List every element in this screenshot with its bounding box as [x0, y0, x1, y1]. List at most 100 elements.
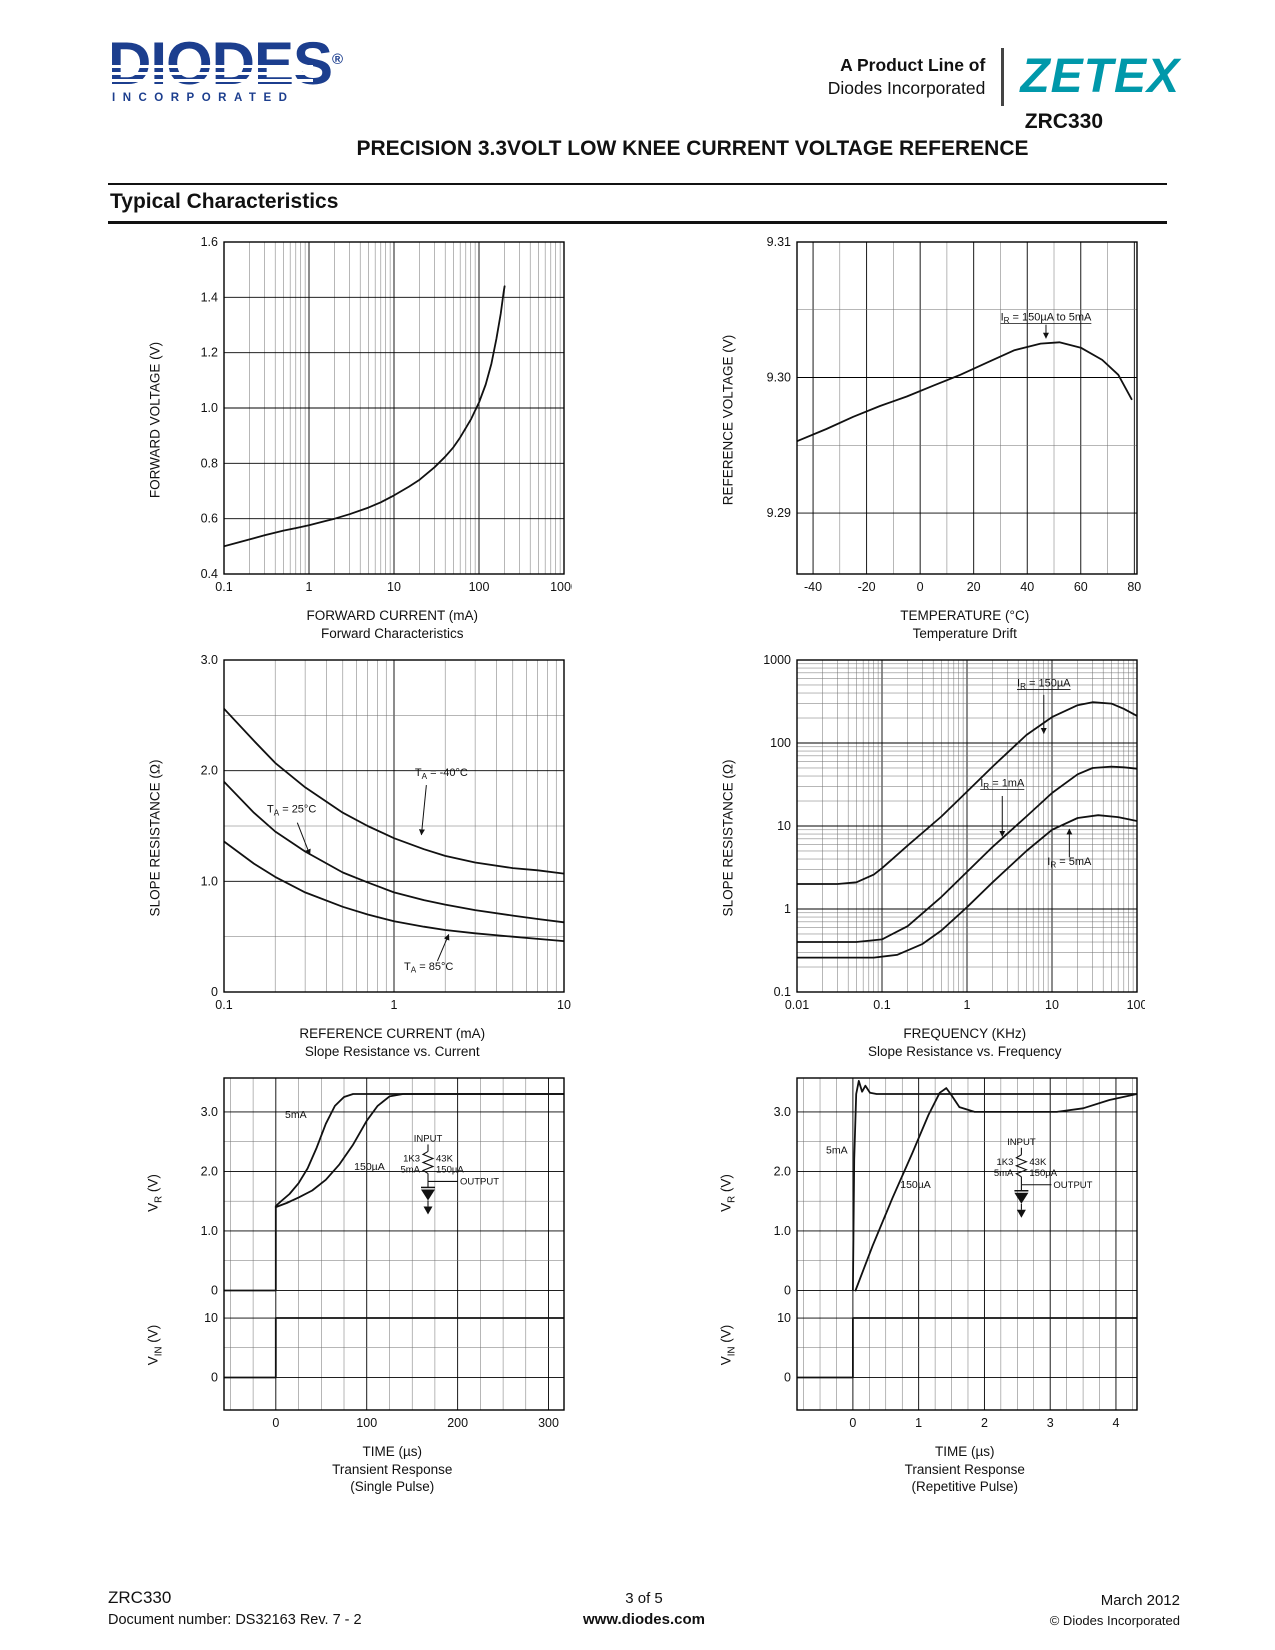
- svg-text:0.6: 0.6: [201, 512, 218, 526]
- tick-labels: 0.1 1 10 100 1000 0.4 0.6 0.8 1.0 1.2 1.4 1.6: [201, 235, 572, 594]
- svg-text:1.0: 1.0: [201, 401, 218, 415]
- plot-forward-characteristics: 0.1 1 10 100 1000 0.4 0.6 0.8 1.0 1.2 1.4 1.6: [201, 235, 572, 594]
- svg-text:9.31: 9.31: [766, 235, 790, 249]
- chart-transient-repetitive-pulse: VR (V) VIN (V) 5mA 150µA 0 1 2 3 4 0 10 0 1.0 2.0 3.…: [711, 1070, 1145, 1496]
- series-ir-5mA: [796, 814, 1137, 959]
- svg-text:1: 1: [784, 902, 791, 916]
- svg-text:10: 10: [777, 819, 791, 833]
- y-axis-label-wrap: REFERENCE VOLTAGE (V): [711, 234, 745, 606]
- logo-stripe: [111, 64, 314, 68]
- series-ir-150uA: [796, 701, 1137, 885]
- footer-doc-number: Document number: DS32163 Rev. 7 - 2: [108, 1612, 362, 1628]
- svg-text:3: 3: [1046, 1416, 1053, 1430]
- chart-caption-2: (Repetitive Pulse): [911, 1479, 1019, 1495]
- svg-text:10: 10: [557, 998, 571, 1012]
- diodes-logo-wordmark: DIODES®: [108, 34, 344, 94]
- svg-text:1.4: 1.4: [201, 290, 218, 304]
- svg-text:150µA: 150µA: [436, 1165, 464, 1176]
- svg-text:0: 0: [211, 1371, 218, 1385]
- svg-text:10: 10: [204, 1311, 218, 1325]
- y-axis-label-wrap: FORWARD VOLTAGE (V): [138, 234, 172, 606]
- series-vr-5mA: [224, 1093, 565, 1292]
- svg-text:5mA: 5mA: [401, 1165, 421, 1176]
- svg-text:0.1: 0.1: [873, 998, 890, 1012]
- chart-slope-resistance-current: SLOPE RESISTANCE (Ω) TA = -40°C TA = 25°C…: [138, 652, 572, 1060]
- svg-text:43K: 43K: [1029, 1157, 1047, 1168]
- y-axis-label-vr: VR (V): [145, 1174, 165, 1212]
- section-heading-typical-characteristics: Typical Characteristics: [108, 183, 1167, 224]
- registered-mark-icon: ®: [332, 51, 344, 68]
- grid: [224, 1078, 565, 1411]
- grid: [223, 241, 565, 575]
- svg-text:-40: -40: [804, 580, 822, 594]
- chart-caption: Temperature Drift: [912, 625, 1017, 641]
- chart-caption: Transient Response: [904, 1461, 1025, 1477]
- y-axis-label: FORWARD VOLTAGE (V): [147, 341, 163, 499]
- svg-text:1: 1: [915, 1416, 922, 1430]
- tick-labels: 0.1 1 10 0 1.0 2.0 3.0: [201, 653, 571, 1012]
- svg-text:300: 300: [538, 1416, 559, 1430]
- inset-output-label: OUTPUT: [1053, 1180, 1092, 1191]
- inset-input-label: INPUT: [414, 1134, 443, 1145]
- svg-text:2: 2: [981, 1416, 988, 1430]
- svg-text:1.6: 1.6: [201, 235, 218, 249]
- svg-text:40: 40: [1020, 580, 1034, 594]
- svg-text:1: 1: [391, 998, 398, 1012]
- chart-caption: Transient Response: [332, 1461, 453, 1477]
- y-axis-label-wrap: SLOPE RESISTANCE (Ω): [711, 652, 745, 1024]
- ground-arrow-icon: [423, 1206, 433, 1215]
- y-axis-label-wrap: SLOPE RESISTANCE (Ω): [138, 652, 172, 1024]
- annotation: TA = -40°C: [415, 767, 468, 781]
- annotation: 150µA: [900, 1179, 931, 1191]
- svg-text:43K: 43K: [436, 1154, 454, 1165]
- y-axis-label-vr: VR (V): [718, 1174, 738, 1212]
- svg-text:9.30: 9.30: [766, 371, 790, 385]
- svg-text:200: 200: [447, 1416, 468, 1430]
- annotation: IR = 150µA: [1017, 678, 1071, 692]
- svg-text:1K3: 1K3: [403, 1154, 420, 1165]
- annotation: 5mA: [826, 1145, 848, 1157]
- y-axis-label: SLOPE RESISTANCE (Ω): [720, 759, 736, 917]
- annotation-arrow-icon: [419, 785, 428, 836]
- x-axis-label: TIME (µs): [934, 1444, 995, 1460]
- svg-text:0: 0: [784, 1371, 791, 1385]
- header-right: A Product Line of Diodes Incorporated ZE…: [828, 38, 1180, 106]
- chart-forward-characteristics: FORWARD VOLTAGE (V) 0.111010010000.40.60…: [138, 234, 573, 642]
- svg-text:60: 60: [1074, 580, 1088, 594]
- website-link[interactable]: www.diodes.com: [583, 1611, 705, 1628]
- tick-labels: -40 -20 0 20 40 60 80 9.29 9.30 9.31: [766, 235, 1141, 594]
- svg-text:0: 0: [211, 985, 218, 999]
- svg-text:1: 1: [306, 580, 313, 594]
- grid: [796, 241, 1137, 574]
- svg-text:3.0: 3.0: [773, 1105, 790, 1119]
- product-line-block: A Product Line of Diodes Incorporated: [828, 54, 986, 100]
- series-ta-25C: [224, 780, 565, 924]
- svg-text:100: 100: [357, 1416, 378, 1430]
- svg-text:100: 100: [770, 736, 791, 750]
- series-ta-85C: [224, 840, 565, 943]
- svg-text:10: 10: [387, 580, 401, 594]
- zetex-logo: ZETEX: [1020, 50, 1180, 103]
- svg-text:1: 1: [963, 998, 970, 1012]
- svg-text:100: 100: [1126, 998, 1144, 1012]
- svg-text:0: 0: [211, 1284, 218, 1298]
- charts-grid: FORWARD VOLTAGE (V) 0.111010010000.40.60…: [0, 228, 1275, 1496]
- x-axis-label: FORWARD CURRENT (mA): [306, 608, 479, 623]
- grid: [223, 659, 565, 993]
- footer-right: March 2012 © Diodes Incorporated: [1050, 1592, 1180, 1628]
- plot-slope-resistance-current: TA = -40°C TA = 25°C TA = 85°C 0.1 1 10 0 1.0 2.…: [201, 653, 571, 1012]
- series-reference-voltage: [796, 341, 1133, 443]
- svg-text:1.0: 1.0: [773, 1224, 790, 1238]
- series-vin-step: [796, 1317, 1137, 1379]
- footer-date: March 2012: [1100, 1592, 1180, 1609]
- svg-text:1000: 1000: [763, 653, 791, 667]
- page-footer: ZRC330 Document number: DS32163 Rev. 7 -…: [108, 1580, 1180, 1628]
- svg-text:100: 100: [469, 580, 490, 594]
- y-axis-label-vin: VIN (V): [718, 1325, 738, 1366]
